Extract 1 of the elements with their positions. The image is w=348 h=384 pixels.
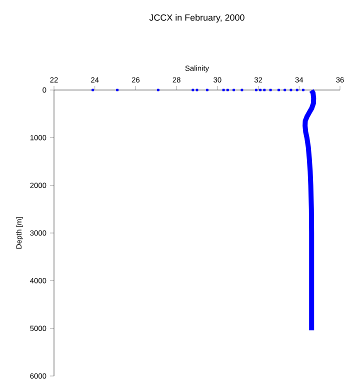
chart-title: JCCX in February, 2000 xyxy=(149,14,244,23)
